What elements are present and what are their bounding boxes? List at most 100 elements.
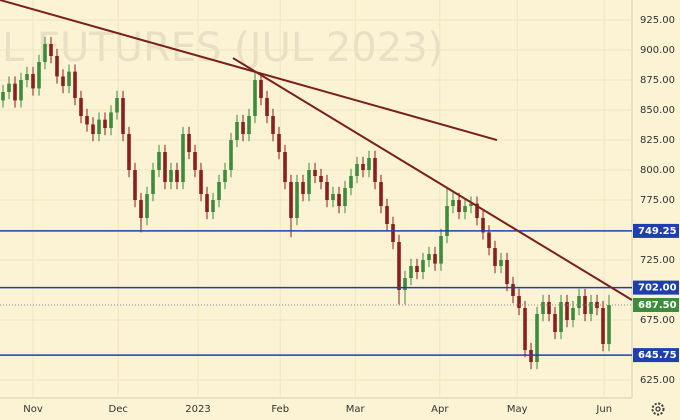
candle-body (247, 116, 251, 135)
candle-body (265, 98, 269, 117)
candle-body (547, 302, 551, 315)
candle-body (565, 302, 569, 321)
y-tick-label: 675.00 (640, 315, 675, 326)
candle-body (103, 119, 107, 129)
candle-body (13, 83, 17, 101)
candle-body (151, 170, 155, 195)
candle-body (535, 314, 539, 363)
candle-body (193, 152, 197, 171)
x-tick-label: 2023 (185, 404, 210, 415)
candle-body (253, 80, 257, 117)
candle-body (493, 248, 497, 267)
candle-body (349, 176, 353, 189)
candle-body (109, 112, 113, 129)
candle-body (445, 206, 449, 237)
candle-body (469, 203, 473, 207)
y-tick-label: 775.00 (640, 195, 675, 206)
y-tick-label: 850.00 (640, 105, 675, 116)
candle-body (421, 260, 425, 273)
y-tick-label: 725.00 (640, 255, 675, 266)
candle-body (289, 182, 293, 219)
candle-body (217, 182, 221, 201)
x-tick-label: Jun (595, 404, 612, 415)
candle-body (319, 176, 323, 183)
candle-body (553, 314, 557, 333)
gear-teeth (651, 402, 665, 416)
candle-body (139, 200, 143, 219)
candle-body (529, 350, 533, 363)
last-price-label: 687.50 (638, 300, 677, 311)
candle-body (475, 203, 479, 219)
candle-body (127, 134, 131, 171)
candle-body (181, 134, 185, 183)
candle-body (187, 134, 191, 153)
candle-body (541, 302, 545, 315)
candle-body (25, 74, 29, 81)
level-label-box (633, 280, 679, 295)
candle-body (511, 284, 515, 297)
trend-line (232, 57, 633, 301)
candle-body (313, 170, 317, 177)
candle-body (91, 124, 95, 135)
candle-body (199, 170, 203, 195)
candle-body (79, 98, 83, 117)
candle-body (409, 266, 413, 279)
last-price-box (633, 298, 679, 313)
y-tick-label: 900.00 (640, 45, 675, 56)
candle-body (235, 122, 239, 141)
candle-body (211, 200, 215, 213)
candle-body (157, 152, 161, 171)
y-tick-label: 875.00 (640, 75, 675, 86)
candle-body (85, 116, 89, 125)
candle-body (559, 302, 563, 333)
candle-body (505, 260, 509, 285)
candle-body (325, 182, 329, 201)
candle-body (463, 206, 467, 213)
y-tick-label: 825.00 (640, 135, 675, 146)
settings-icon[interactable] (651, 402, 665, 416)
candle-body (517, 296, 521, 309)
y-tick-label: 625.00 (640, 375, 675, 386)
candle-body (601, 308, 605, 345)
candle-body (337, 194, 341, 207)
level-label: 749.25 (638, 226, 677, 237)
candle-body (433, 254, 437, 264)
candle-body (175, 170, 179, 183)
candle-body (397, 242, 401, 291)
candle-body (49, 44, 53, 57)
candle-body (385, 206, 389, 225)
candle-body (133, 170, 137, 201)
candle-body (403, 278, 407, 291)
candle-body (307, 170, 311, 195)
candle-body (7, 83, 11, 93)
y-tick-label: 925.00 (640, 15, 675, 26)
level-label-box (633, 348, 679, 363)
candle-body (343, 188, 347, 207)
candle-body (169, 170, 173, 183)
level-label: 702.00 (638, 283, 677, 294)
candle-body (43, 44, 47, 63)
trend-line (0, 0, 498, 141)
candle-body (367, 158, 371, 171)
candle-body (97, 119, 101, 135)
candle-body (391, 224, 395, 243)
candle-body (457, 200, 461, 213)
candle-body (295, 182, 299, 219)
candle-body (361, 164, 365, 171)
candle-body (121, 98, 125, 135)
candle-body (607, 305, 611, 345)
candle-body (241, 122, 245, 135)
watermark: L FUTURES (JUL 2023) (2, 25, 443, 71)
candle-body (223, 170, 227, 183)
candle-body (283, 152, 287, 183)
x-tick-label: Mar (346, 404, 366, 415)
candle-body (115, 98, 119, 113)
candle-body (523, 308, 527, 351)
candle-body (379, 182, 383, 207)
candle-body (499, 260, 503, 267)
candle-body (415, 266, 419, 273)
candle-body (373, 158, 377, 183)
level-label-box (633, 223, 679, 238)
x-tick-label: Nov (23, 404, 43, 415)
